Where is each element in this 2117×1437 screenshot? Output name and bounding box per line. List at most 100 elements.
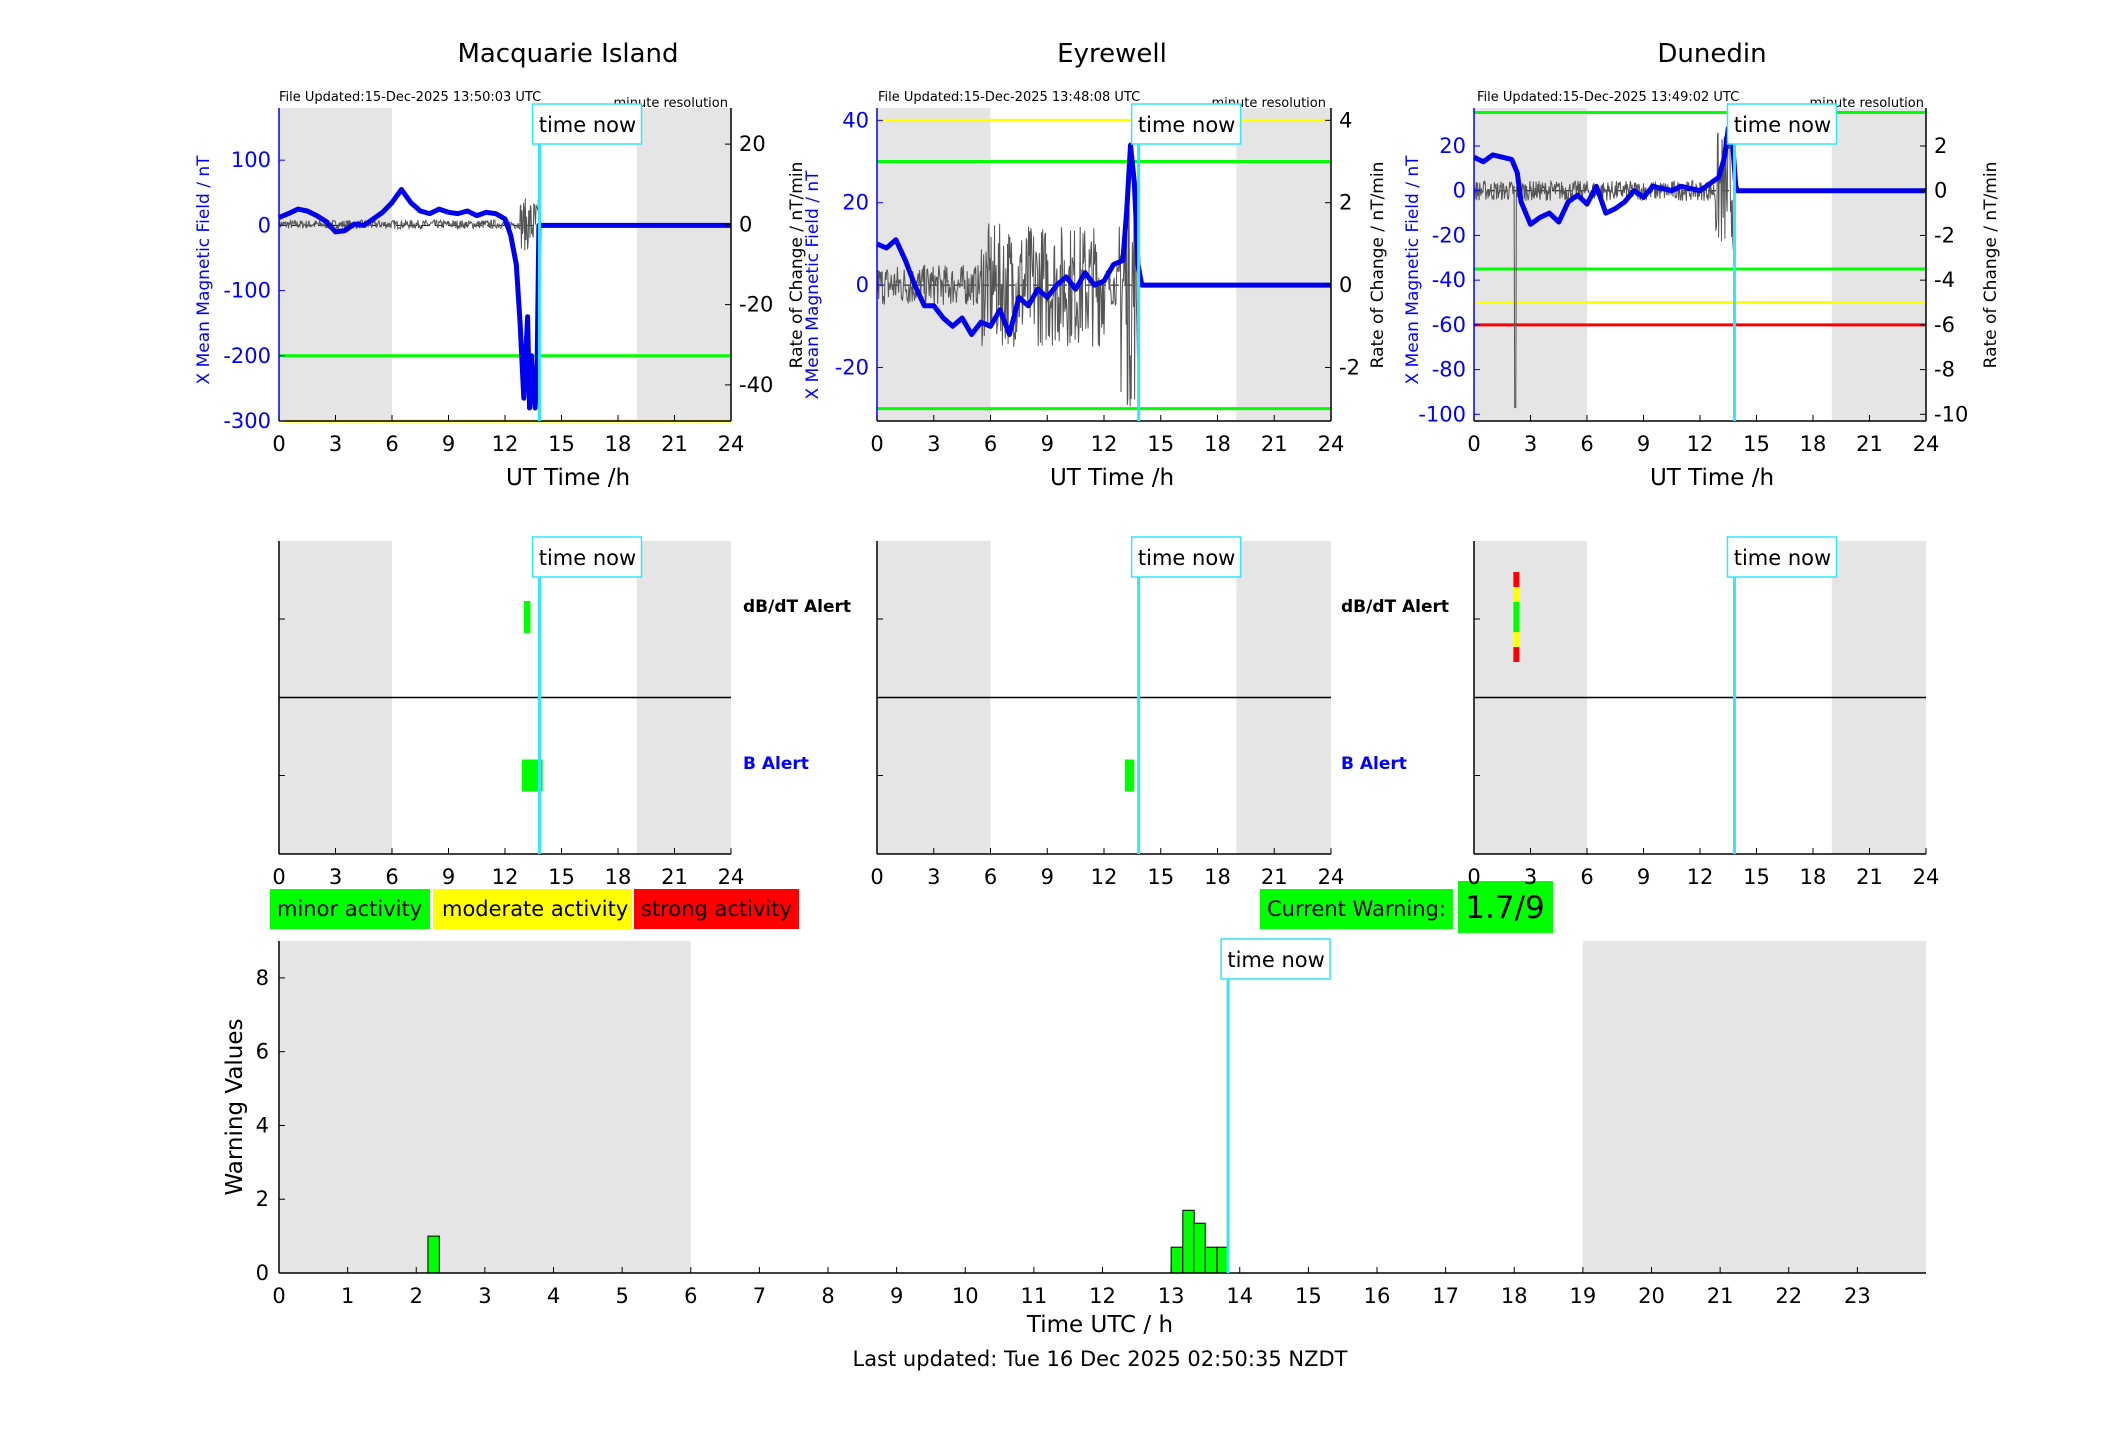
warning-x-tick-label: 15 xyxy=(1295,1284,1322,1308)
left-tick-label: 20 xyxy=(842,191,869,215)
warning-x-tick-label: 11 xyxy=(1021,1284,1048,1308)
rate-of-change-line xyxy=(278,198,540,251)
right-tick-label: 0 xyxy=(1339,273,1352,297)
current-warning-label: Current Warning: xyxy=(1267,897,1446,921)
warning-x-tick-label: 3 xyxy=(478,1284,491,1308)
right-axis-label: Rate of Change / nT/min xyxy=(1981,162,2001,369)
warning-x-tick-label: 17 xyxy=(1432,1284,1459,1308)
night-shading xyxy=(877,108,991,421)
b-alert-label: B Alert xyxy=(1341,754,1407,774)
time-tick-label: 3 xyxy=(927,432,940,456)
time-tick-label: 24 xyxy=(1913,865,1940,889)
now-label-box xyxy=(1130,536,1242,578)
time-tick-label: 15 xyxy=(1743,865,1770,889)
time-tick-label: 0 xyxy=(870,432,883,456)
now-label-box xyxy=(531,103,643,145)
left-tick-label: -200 xyxy=(223,344,271,368)
now-label: time now xyxy=(1227,948,1324,972)
left-tick-label: -40 xyxy=(1432,268,1466,292)
time-tick-label: 18 xyxy=(605,432,632,456)
left-tick-label: 0 xyxy=(258,213,271,237)
right-tick-label: 0 xyxy=(1934,179,1947,203)
legend-strong-swatch xyxy=(634,889,799,929)
time-tick-label: 9 xyxy=(442,432,455,456)
left-tick-label: 40 xyxy=(842,108,869,132)
time-tick-label: 0 xyxy=(870,865,883,889)
time-tick-label: 0 xyxy=(272,432,285,456)
time-tick-label: 3 xyxy=(1524,865,1537,889)
right-tick-label: -2 xyxy=(1934,223,1955,247)
right-tick-label: 2 xyxy=(1339,191,1352,215)
right-tick-label: -2 xyxy=(1339,355,1360,379)
time-tick-label: 18 xyxy=(1204,432,1231,456)
x-axis-label: UT Time /h xyxy=(1650,465,1774,491)
night-shading xyxy=(279,941,691,1273)
right-tick-label: -10 xyxy=(1934,402,1968,426)
dbdt-alert-bar xyxy=(1513,587,1520,602)
time-tick-label: 12 xyxy=(492,432,519,456)
warning-x-tick-label: 5 xyxy=(615,1284,628,1308)
right-tick-label: -8 xyxy=(1934,358,1955,382)
time-tick-label: 21 xyxy=(1856,865,1883,889)
time-tick-label: 6 xyxy=(1580,432,1593,456)
time-tick-label: 12 xyxy=(1687,865,1714,889)
now-label-box xyxy=(1130,103,1242,145)
right-tick-label: -20 xyxy=(739,293,773,317)
time-tick-label: 15 xyxy=(1147,432,1174,456)
warning-bar xyxy=(1182,1209,1195,1274)
time-tick-label: 24 xyxy=(718,432,745,456)
time-tick-label: 24 xyxy=(1318,432,1345,456)
now-label: time now xyxy=(1734,546,1831,570)
left-axis-label: X Mean Magnetic Field / nT xyxy=(194,155,214,385)
magnetic-field-line xyxy=(278,187,731,411)
now-label-box xyxy=(1726,103,1838,145)
warning-x-tick-label: 0 xyxy=(272,1284,285,1308)
time-tick-label: 12 xyxy=(492,865,519,889)
warning-x-tick-label: 8 xyxy=(821,1284,834,1308)
right-tick-label: -4 xyxy=(1934,268,1955,292)
time-tick-label: 15 xyxy=(1743,432,1770,456)
now-label: time now xyxy=(539,113,636,137)
time-tick-label: 12 xyxy=(1091,432,1118,456)
left-tick-label: -20 xyxy=(835,355,869,379)
warning-x-tick-label: 19 xyxy=(1570,1284,1597,1308)
time-tick-label: 18 xyxy=(605,865,632,889)
warning-x-tick-label: 21 xyxy=(1707,1284,1734,1308)
dbdt-alert-bar xyxy=(523,601,531,633)
dbdt-alert-bar xyxy=(1513,602,1520,617)
warning-x-axis-label: Time UTC / h xyxy=(1026,1312,1173,1338)
time-tick-label: 21 xyxy=(1261,432,1288,456)
right-tick-label: 0 xyxy=(739,212,752,236)
night-shading xyxy=(1831,108,1926,421)
time-tick-label: 9 xyxy=(442,865,455,889)
warning-y-tick-label: 8 xyxy=(256,966,269,990)
dbdt-alert-label: dB/dT Alert xyxy=(1341,597,1449,617)
file-updated: File Updated:15-Dec-2025 13:49:02 UTC xyxy=(1477,90,1739,105)
left-tick-label: 0 xyxy=(856,273,869,297)
station-title: Eyrewell xyxy=(1057,39,1167,69)
b-alert-bar xyxy=(521,759,543,792)
time-tick-label: 3 xyxy=(329,432,342,456)
time-tick-label: 24 xyxy=(1913,432,1940,456)
warning-x-tick-label: 23 xyxy=(1844,1284,1871,1308)
time-tick-label: 0 xyxy=(272,865,285,889)
night-shading xyxy=(1474,108,1587,421)
left-tick-label: 20 xyxy=(1439,134,1466,158)
legend-minor-swatch xyxy=(270,889,430,929)
warning-x-tick-label: 9 xyxy=(890,1284,903,1308)
now-label-box xyxy=(531,536,643,578)
time-tick-label: 6 xyxy=(385,865,398,889)
time-tick-label: 12 xyxy=(1687,432,1714,456)
left-tick-label: -20 xyxy=(1432,223,1466,247)
time-tick-label: 3 xyxy=(329,865,342,889)
last-updated: Last updated: Tue 16 Dec 2025 02:50:35 N… xyxy=(853,1347,1348,1371)
warning-x-tick-label: 10 xyxy=(952,1284,979,1308)
warning-bar xyxy=(1193,1222,1206,1274)
time-tick-label: 18 xyxy=(1204,865,1231,889)
time-tick-label: 9 xyxy=(1637,865,1650,889)
warning-x-tick-label: 20 xyxy=(1638,1284,1665,1308)
now-label-box xyxy=(1726,536,1838,578)
time-tick-label: 12 xyxy=(1091,865,1118,889)
now-label: time now xyxy=(1138,546,1235,570)
